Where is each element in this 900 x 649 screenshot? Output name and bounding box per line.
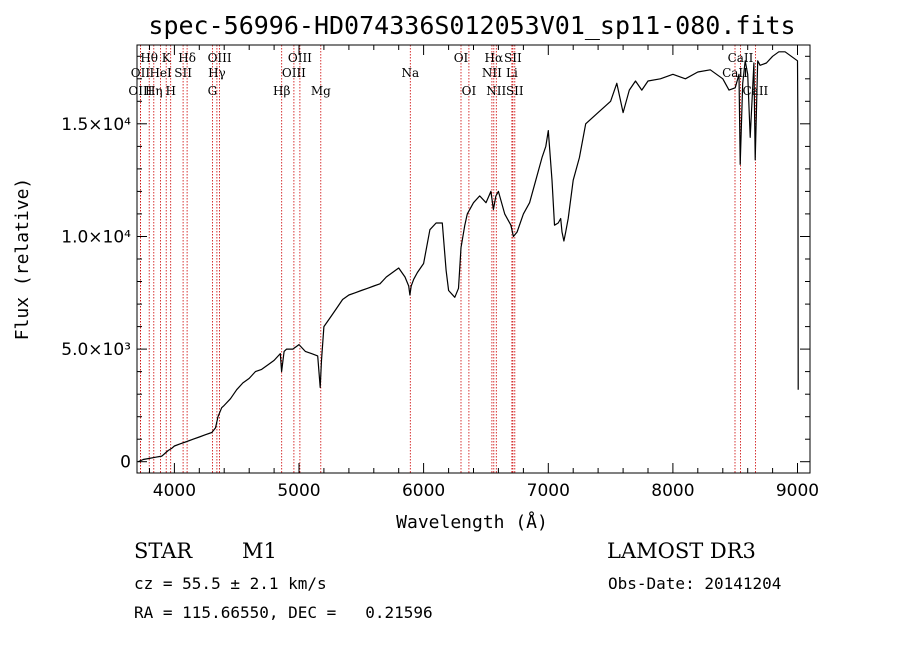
spectral-line-label: OIII (128, 84, 152, 98)
x-tick-label: 8000 (651, 481, 694, 501)
spectral-line-label: Hγ (208, 66, 226, 80)
chart-title: spec-56996-HD074336S012053V01_sp11-080.f… (148, 11, 795, 40)
spectral-line-label: Li (506, 66, 518, 80)
y-tick-label: 5.0×10³ (61, 340, 131, 360)
spectral-line-label: K (162, 51, 172, 65)
x-tick-label: 9000 (776, 481, 819, 501)
spectral-line-label: HeI (149, 66, 172, 80)
obs-date-text: Obs-Date: 20141204 (608, 574, 782, 593)
spectral-line-label: Hβ (273, 84, 290, 98)
y-axis-ticks: 0 5.0×10³ 1.0×10⁴ 1.5×10⁴ (61, 55, 810, 473)
spectrum-chart: spec-56996-HD074336S012053V01_sp11-080.f… (12, 11, 819, 533)
x-tick-label: 5000 (277, 481, 320, 501)
spectral-line-label: CaII (742, 84, 768, 98)
spectral-line-label: Na (401, 66, 419, 80)
spectral-line-label: NII (486, 84, 506, 98)
spectral-line-label: OII (131, 66, 151, 80)
spectral-line-label: OIII (282, 66, 306, 80)
spectral-line-label: CaII (722, 66, 748, 80)
plot-frame (136, 44, 811, 474)
spectral-line-label: H (165, 84, 175, 98)
spectral-line-label: OI (454, 51, 469, 65)
redshift-text: cz = 55.5 ± 2.1 km/s (134, 574, 327, 593)
object-subclass: M1 (242, 539, 277, 563)
x-tick-label: 6000 (402, 481, 445, 501)
coordinates-text: RA = 115.66550, DEC = 0.21596 (134, 603, 433, 622)
spectral-line-label: Hα (485, 51, 504, 65)
spectral-line-label: SII (506, 84, 524, 98)
spectral-line-label: G (208, 84, 218, 98)
spectral-line-label: Mg (311, 84, 331, 98)
spectral-line-label: SII (504, 51, 522, 65)
y-axis-label: Flux (relative) (12, 178, 33, 341)
object-class: STAR (134, 539, 193, 563)
spectral-line-label: Hδ (178, 51, 196, 65)
y-tick-label: 1.5×10⁴ (61, 115, 131, 135)
x-tick-label: 4000 (153, 481, 196, 501)
y-tick-label: 1.0×10⁴ (61, 228, 131, 248)
spectral-line-label: NII (482, 66, 502, 80)
x-axis-ticks: 4000 5000 6000 7000 8000 9000 (149, 45, 819, 501)
x-axis-label: Wavelength (Å) (396, 511, 548, 533)
spectral-line-label: OI (462, 84, 477, 98)
spectral-line-label: OIII (208, 51, 232, 65)
survey-name: LAMOST DR3 (607, 539, 756, 563)
y-tick-label: 0 (120, 453, 131, 473)
spectral-line-label: Hθ (140, 51, 158, 65)
x-tick-label: 7000 (527, 481, 570, 501)
spectral-line-markers (139, 45, 756, 473)
spectral-line-label: SII (174, 66, 192, 80)
spectral-line-label: OIII (288, 51, 312, 65)
spectral-line-label: CaII (728, 51, 754, 65)
spectral-line-label: Hη (145, 84, 163, 98)
spectrum-series-line (137, 51, 799, 463)
